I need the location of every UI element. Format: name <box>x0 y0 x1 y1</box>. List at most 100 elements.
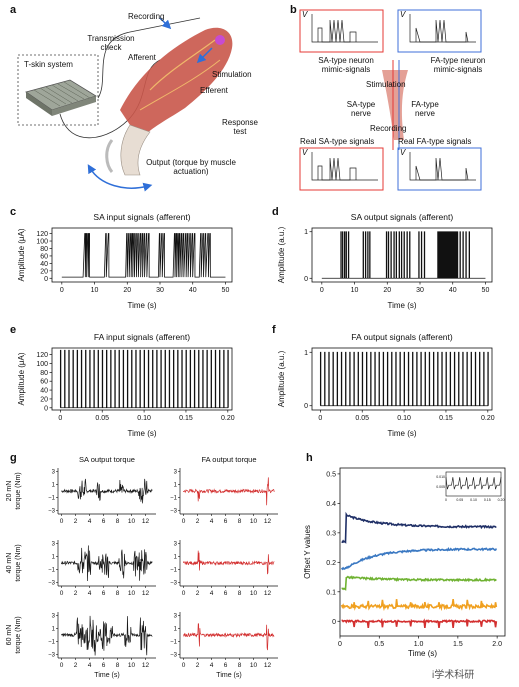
b-recording-label: Recording <box>370 124 407 133</box>
x-tick-label: 8 <box>116 662 120 669</box>
y-tick-label: 1 <box>174 482 178 488</box>
y-tick-label: 0.5 <box>326 471 336 478</box>
y-tick-label: −1 <box>48 640 56 646</box>
x-axis-label: Time (s) <box>127 429 156 438</box>
recording-label: Recording <box>128 12 165 21</box>
b-stimulation-label: Stimulation <box>366 80 406 89</box>
row-label: 60 mN <box>6 625 13 646</box>
sa-torque-trace <box>61 545 153 581</box>
stimulation-label: Stimulation <box>212 70 252 79</box>
y-tick-label: 60 <box>40 253 48 260</box>
panel-label-c: c <box>10 206 17 218</box>
x-tick-label: 30 <box>416 287 424 294</box>
x-tick-label: 10 <box>351 287 359 294</box>
x-tick-label: 0 <box>318 415 322 422</box>
y-tick-label: 1 <box>52 626 56 632</box>
fa-mimic-text: FA-type neuron mimic-signals <box>430 56 486 74</box>
fa-torque-trace <box>183 477 275 506</box>
x-tick-label: 40 <box>449 287 457 294</box>
x-tick-label: 1.0 <box>414 641 424 648</box>
x-tick-label: 0 <box>60 662 64 669</box>
x-tick-label: 20 <box>123 287 131 294</box>
offset-series-3 <box>340 599 498 612</box>
tskin-label: T-skin system <box>24 60 73 69</box>
b-v-label-4: V <box>400 148 406 157</box>
y-tick-label: 1 <box>304 350 308 357</box>
y-axis-label: torque (Nm) <box>15 472 22 509</box>
y-tick-label: 3 <box>174 541 178 547</box>
x-tick-label: 4 <box>88 518 92 525</box>
y-tick-label: 0 <box>304 276 308 283</box>
x-tick-label: 10 <box>128 518 136 525</box>
x-tick-label: 40 <box>189 287 197 294</box>
fa-torque-trace <box>183 623 275 651</box>
y-tick-label: 3 <box>174 613 178 619</box>
y-tick-label: 3 <box>52 469 56 475</box>
inset-x-tick-label: 0.10 <box>470 498 477 502</box>
x-tick-label: 12 <box>142 590 150 597</box>
panel-label-b: b <box>290 4 297 16</box>
real-sa-label: Real SA-type signals <box>300 137 375 146</box>
panel-a: a T-skin system Transmission c <box>0 0 290 200</box>
b-v-label-1: V <box>302 10 308 19</box>
x-tick-label: 4 <box>88 662 92 669</box>
panel-label-g: g <box>10 452 17 464</box>
inset-trace <box>445 477 502 490</box>
offset-series-1 <box>340 546 498 571</box>
x-tick-label: 10 <box>128 590 136 597</box>
series-line <box>319 351 489 407</box>
chart-d: SA output signals (afferent) 0 10 20 30 40 50 0… <box>277 212 493 310</box>
x-tick-label: 6 <box>102 518 106 525</box>
fa-mimic-label: FA-type neuron mimic-signals <box>418 56 498 74</box>
x-tick-label: 0 <box>60 518 64 525</box>
real-fa-label: Real FA-type signals <box>398 137 472 146</box>
y-axis-label: Offset Y values <box>303 525 312 579</box>
y-tick-label: −3 <box>170 509 178 515</box>
fa-nerve-text: FA-type nerve <box>411 100 439 118</box>
transmission-text: Transmission check <box>87 34 135 52</box>
x-tick-label: 6 <box>102 662 106 669</box>
y-tick-label: 80 <box>40 246 48 253</box>
offset-series-0 <box>341 511 497 544</box>
x-tick-label: 0.05 <box>95 415 109 422</box>
sa-mimic-label: SA-type neuron mimic-signals <box>306 56 386 74</box>
plot-frame <box>311 347 493 411</box>
x-tick-label: 0.20 <box>481 415 495 422</box>
x-tick-label: 0 <box>320 287 324 294</box>
plot-frame <box>339 467 506 637</box>
x-tick-label: 0 <box>182 590 186 597</box>
y-tick-label: 3 <box>52 541 56 547</box>
y-tick-label: −1 <box>48 496 56 502</box>
chart-title: FA input signals (afferent) <box>94 332 190 342</box>
b-v-label-2: V <box>400 10 406 19</box>
x-tick-label: 12 <box>142 662 150 669</box>
x-tick-label: 0.15 <box>179 415 193 422</box>
chart-h: 0 0.5 1.0 1.5 2.0 0 0.1 0.2 0.3 0.4 0.5 Time (s) Off… <box>303 467 506 658</box>
sa-nerve-text: SA-type nerve <box>346 100 376 118</box>
y-axis-label: Amplitude (a.u.) <box>277 350 286 407</box>
series-line <box>61 233 226 278</box>
output-label: Output (torque by muscle actuation) <box>146 158 236 176</box>
inset-x-tick-label: 0.20 <box>498 498 505 502</box>
y-tick-label: 0 <box>44 405 48 412</box>
x-tick-label: 6 <box>224 590 228 597</box>
panel-label-e: e <box>10 324 17 336</box>
chart-title: FA output signals (afferent) <box>351 332 453 342</box>
x-tick-label: 10 <box>250 662 258 669</box>
x-tick-label: 0 <box>182 518 186 525</box>
inset-x-tick-label: 0.15 <box>484 498 491 502</box>
panel-label-a: a <box>10 4 17 16</box>
inset-x-tick-label: 0 <box>445 498 447 502</box>
offset-series-2 <box>341 575 497 591</box>
y-tick-label: −3 <box>170 653 178 659</box>
fa-torque-trace <box>183 550 275 575</box>
x-tick-label: 0.5 <box>374 641 384 648</box>
x-tick-label: 0.20 <box>221 415 235 422</box>
efferent-label: Efferent <box>200 86 228 95</box>
x-axis-label: Time (s) <box>94 672 119 679</box>
x-tick-label: 1.5 <box>453 641 463 648</box>
chart-e: FA input signals (afferent) 0 0.05 0.10 0.15… <box>17 332 235 438</box>
y-tick-label: −1 <box>170 568 178 574</box>
y-axis-label: Amplitude (a.u.) <box>277 226 286 283</box>
y-tick-label: 20 <box>40 268 48 275</box>
